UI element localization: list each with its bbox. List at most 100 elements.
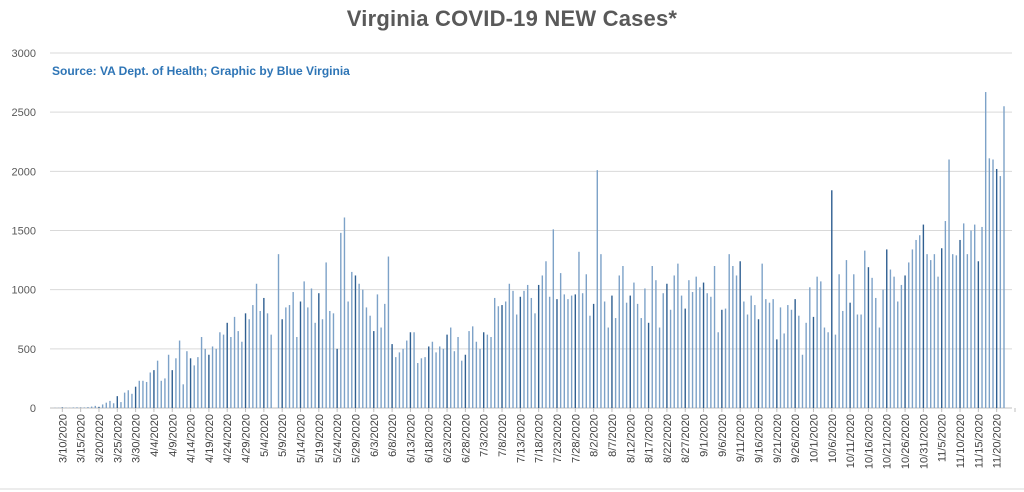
- bar: [512, 290, 514, 408]
- bar: [556, 299, 558, 408]
- bar: [574, 294, 577, 408]
- bar: [530, 297, 533, 408]
- bar: [175, 358, 177, 408]
- bar: [321, 319, 324, 408]
- bar: [823, 327, 826, 408]
- bar: [856, 314, 859, 408]
- bar: [164, 378, 166, 408]
- bar: [816, 276, 818, 408]
- bar: [691, 292, 694, 408]
- bar: [548, 296, 551, 408]
- bar: [343, 217, 346, 408]
- bar: [439, 346, 441, 408]
- bar: [798, 315, 800, 408]
- bar: [226, 322, 228, 408]
- bar: [984, 92, 987, 409]
- bar: [893, 276, 895, 408]
- bar: [288, 305, 291, 408]
- bar: [919, 235, 921, 408]
- bar: [765, 299, 767, 408]
- x-tick-label: 8/27/2020: [680, 414, 692, 463]
- bar: [603, 301, 606, 408]
- x-tick-label: 7/13/2020: [515, 414, 527, 463]
- bar: [94, 405, 97, 408]
- bar: [83, 407, 86, 408]
- bar: [534, 313, 536, 408]
- bar: [358, 283, 360, 408]
- bar: [724, 308, 727, 408]
- bar: [563, 294, 566, 408]
- bar: [878, 327, 881, 408]
- bar: [871, 277, 873, 408]
- bar: [827, 332, 829, 408]
- x-tick-label: 10/26/2020: [900, 414, 912, 469]
- bar: [233, 316, 236, 408]
- bar: [933, 254, 936, 408]
- x-tick-label: 9/26/2020: [790, 414, 802, 463]
- bar: [482, 332, 485, 408]
- bar: [614, 318, 617, 408]
- x-tick-label: 6/23/2020: [442, 414, 454, 463]
- x-tick-label: 5/29/2020: [350, 414, 362, 463]
- bar: [252, 305, 254, 408]
- bar: [325, 262, 327, 408]
- bar: [193, 365, 195, 408]
- bar: [952, 254, 954, 408]
- bar: [688, 280, 690, 408]
- bar: [611, 295, 613, 408]
- bar: [336, 348, 338, 408]
- y-tick-label: 500: [18, 344, 36, 356]
- bar: [710, 296, 712, 408]
- bar: [354, 275, 357, 408]
- bar: [127, 390, 129, 408]
- bar: [178, 340, 181, 408]
- bar: [713, 266, 716, 408]
- x-tick-label: 5/24/2020: [332, 414, 344, 463]
- bar: [600, 254, 602, 408]
- bar: [189, 358, 192, 408]
- bar: [831, 190, 833, 408]
- bar: [977, 261, 980, 408]
- bar: [926, 254, 928, 408]
- bar: [241, 341, 243, 408]
- bar: [61, 407, 64, 408]
- bar: [131, 393, 133, 408]
- bar: [585, 274, 587, 408]
- x-tick-label: 7/3/2020: [479, 414, 491, 457]
- bar: [680, 295, 683, 408]
- bar: [746, 314, 749, 408]
- bar: [644, 288, 646, 408]
- bar: [369, 315, 371, 408]
- bar: [944, 221, 947, 408]
- bar: [941, 248, 943, 408]
- y-tick-label: 2500: [12, 107, 36, 119]
- bar: [853, 274, 855, 408]
- bar: [332, 313, 335, 408]
- bar: [995, 168, 998, 408]
- bar: [299, 301, 302, 408]
- bar: [160, 380, 162, 408]
- bar: [592, 303, 595, 408]
- bar: [970, 230, 972, 408]
- bar: [684, 308, 686, 408]
- bar: [988, 158, 991, 408]
- bar: [318, 293, 320, 408]
- bar: [647, 322, 650, 408]
- bar: [424, 357, 426, 408]
- bar: [589, 315, 591, 408]
- bar: [735, 275, 738, 408]
- bar: [167, 354, 170, 408]
- bar: [277, 254, 280, 408]
- bar: [72, 407, 75, 408]
- bar: [930, 260, 932, 408]
- x-tick-label: 3/25/2020: [112, 414, 124, 463]
- bar: [790, 309, 793, 408]
- x-tick-label: 10/11/2020: [845, 414, 857, 468]
- bar: [116, 396, 118, 408]
- bar: [911, 249, 914, 408]
- bar: [266, 313, 269, 408]
- bar: [673, 275, 675, 408]
- bar: [636, 303, 639, 408]
- bar: [948, 159, 950, 408]
- bar: [754, 305, 756, 408]
